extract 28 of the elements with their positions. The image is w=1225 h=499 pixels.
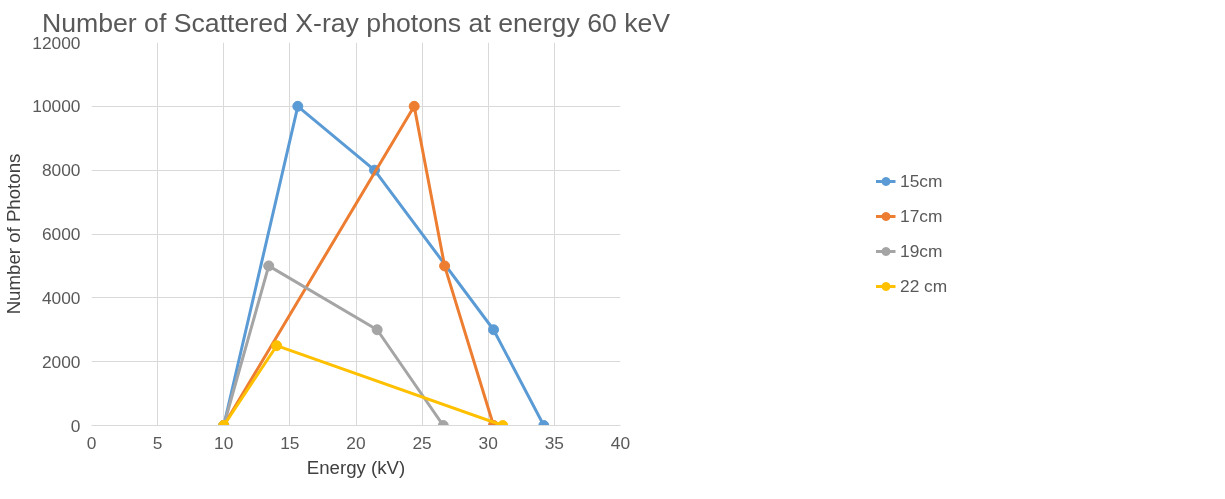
x-axis-title: Energy (kV) <box>306 456 406 478</box>
legend-label: 22 cm <box>900 275 949 297</box>
x-tick-label: 35 <box>544 432 565 453</box>
point <box>488 324 500 336</box>
x-tick-label: 5 <box>152 432 163 453</box>
point <box>271 340 283 352</box>
x-tick-label: 0 <box>86 432 97 453</box>
legend-label: 17cm <box>900 205 944 227</box>
point <box>371 324 383 336</box>
y-tick-label: 2000 <box>41 351 81 372</box>
x-tick-label: 15 <box>280 432 300 453</box>
x-tick-label: 20 <box>346 432 366 453</box>
x-tick-label: 40 <box>610 432 631 453</box>
point <box>292 100 304 112</box>
point <box>408 100 420 112</box>
legend-label: 19cm <box>900 240 944 262</box>
x-tick-label: 10 <box>214 432 234 453</box>
y-tick-label: 10000 <box>32 96 81 117</box>
y-axis-title: Number of Photons <box>3 153 25 315</box>
x-tick-label: 25 <box>412 432 432 453</box>
point <box>263 260 275 272</box>
y-tick-label: 4000 <box>41 287 81 308</box>
y-tick-label: 6000 <box>41 224 81 244</box>
point <box>439 260 451 272</box>
y-tick-label: 0 <box>70 415 81 436</box>
y-tick-label: 8000 <box>41 160 81 181</box>
x-tick-label: 30 <box>478 432 498 453</box>
legend-label: 15cm <box>900 170 944 192</box>
